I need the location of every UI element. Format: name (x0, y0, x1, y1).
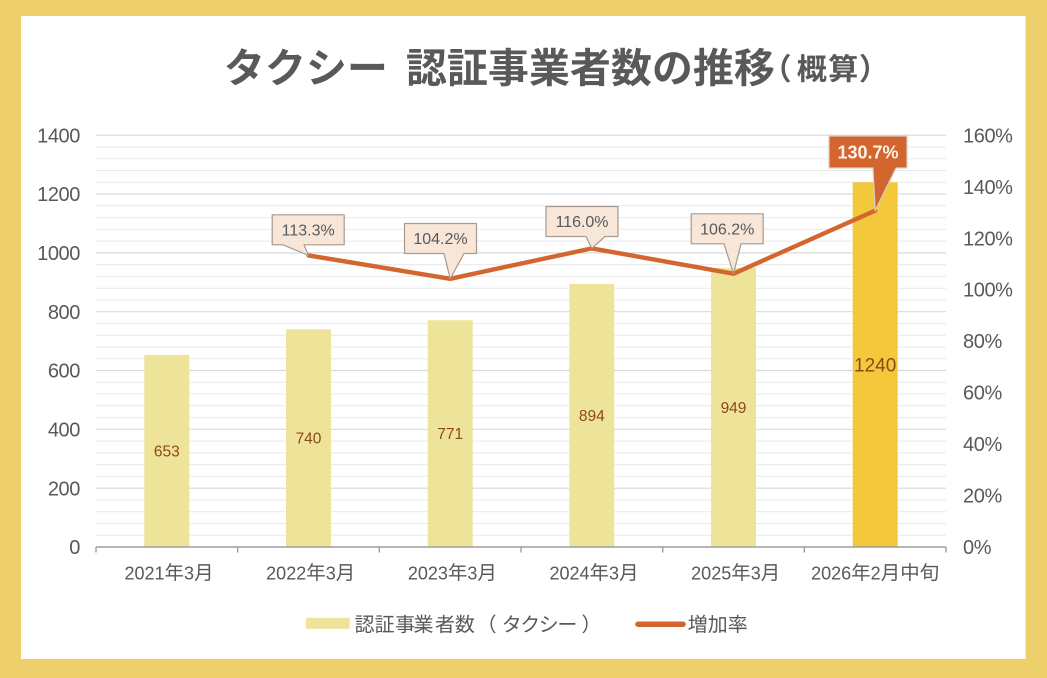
svg-text:2026: 2026 (811, 564, 851, 584)
svg-text:140%: 140% (963, 177, 1013, 199)
svg-text:120%: 120% (963, 228, 1013, 250)
svg-text:20%: 20% (963, 486, 1002, 508)
svg-text:2023: 2023 (408, 564, 448, 584)
svg-text:1200: 1200 (37, 184, 80, 206)
svg-text:80%: 80% (963, 331, 1002, 353)
svg-text:949: 949 (721, 400, 747, 417)
svg-text:60%: 60% (963, 383, 1002, 405)
svg-text:2024: 2024 (550, 564, 590, 584)
svg-text:1000: 1000 (37, 243, 80, 265)
svg-text:160%: 160% (963, 125, 1013, 147)
svg-text:104.2%: 104.2% (413, 231, 467, 248)
svg-text:2021: 2021 (125, 564, 165, 584)
svg-text:0: 0 (69, 537, 80, 559)
svg-text:894: 894 (579, 408, 605, 425)
svg-text:3: 3 (467, 564, 477, 584)
svg-text:106.2%: 106.2% (700, 222, 754, 239)
svg-text:1240: 1240 (854, 355, 896, 376)
svg-text:3: 3 (326, 564, 336, 584)
svg-text:113.3%: 113.3% (282, 223, 335, 240)
svg-text:3: 3 (184, 564, 194, 584)
svg-text:2022: 2022 (266, 564, 306, 584)
svg-text:1400: 1400 (37, 125, 80, 147)
svg-text:2025: 2025 (691, 564, 731, 584)
svg-text:0%: 0% (963, 537, 992, 559)
svg-text:771: 771 (437, 426, 463, 443)
svg-text:400: 400 (48, 419, 80, 441)
svg-text:600: 600 (48, 361, 80, 383)
svg-text:200: 200 (48, 478, 80, 500)
svg-text:100%: 100% (963, 280, 1013, 302)
svg-text:2: 2 (871, 564, 881, 584)
svg-text:116.0%: 116.0% (555, 214, 608, 231)
svg-text:3: 3 (751, 564, 761, 584)
svg-text:130.7%: 130.7% (837, 142, 898, 162)
svg-text:800: 800 (48, 302, 80, 324)
svg-text:653: 653 (154, 443, 180, 460)
svg-text:740: 740 (296, 431, 322, 448)
svg-text:3: 3 (609, 564, 619, 584)
svg-text:40%: 40% (963, 434, 1002, 456)
